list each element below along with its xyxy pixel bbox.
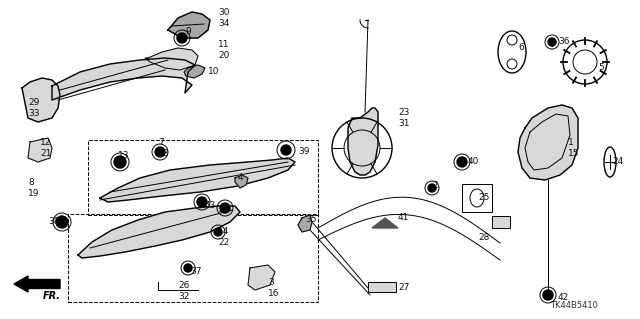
Circle shape <box>177 33 187 43</box>
Circle shape <box>457 157 467 167</box>
Text: 7
18: 7 18 <box>158 138 170 158</box>
Text: 12
21: 12 21 <box>40 138 51 158</box>
Text: 41: 41 <box>398 213 410 222</box>
Text: 35: 35 <box>305 216 317 225</box>
Circle shape <box>114 156 126 168</box>
Bar <box>368 282 396 292</box>
Polygon shape <box>348 108 378 175</box>
Circle shape <box>356 142 368 154</box>
Text: 27: 27 <box>398 284 410 293</box>
Bar <box>88 140 318 215</box>
Polygon shape <box>28 138 52 162</box>
Polygon shape <box>100 158 295 202</box>
FancyArrow shape <box>14 276 60 292</box>
Bar <box>492 216 510 228</box>
Text: 23
31: 23 31 <box>398 108 410 128</box>
Circle shape <box>548 38 556 46</box>
Text: 4: 4 <box>238 174 244 182</box>
Polygon shape <box>235 175 248 188</box>
Text: 6: 6 <box>518 43 524 53</box>
Polygon shape <box>145 48 198 70</box>
Text: 1
15: 1 15 <box>568 138 579 158</box>
Polygon shape <box>518 105 578 180</box>
Polygon shape <box>78 206 240 258</box>
Circle shape <box>220 203 230 213</box>
Circle shape <box>155 147 165 157</box>
Text: 28: 28 <box>478 234 490 242</box>
Text: 11
20: 11 20 <box>218 41 230 60</box>
Text: 3
16: 3 16 <box>268 278 280 298</box>
Text: 10: 10 <box>208 68 220 77</box>
Circle shape <box>428 184 436 192</box>
Text: 29
33: 29 33 <box>28 99 40 117</box>
Text: 39: 39 <box>298 147 310 157</box>
Polygon shape <box>184 65 205 78</box>
Polygon shape <box>168 12 210 38</box>
Text: 26
32: 26 32 <box>178 281 189 300</box>
Polygon shape <box>298 215 312 232</box>
Text: 2: 2 <box>432 181 438 189</box>
Circle shape <box>184 264 192 272</box>
Text: 5: 5 <box>598 63 604 72</box>
Text: 38: 38 <box>48 218 60 226</box>
Polygon shape <box>22 78 60 122</box>
Bar <box>68 214 318 302</box>
Bar <box>462 184 492 212</box>
Circle shape <box>543 290 553 300</box>
Text: 30
34: 30 34 <box>218 9 230 27</box>
Polygon shape <box>248 265 275 290</box>
Text: 25: 25 <box>478 194 490 203</box>
Text: 42: 42 <box>558 293 569 302</box>
Text: 9: 9 <box>185 27 191 36</box>
Polygon shape <box>372 218 398 228</box>
Text: 17: 17 <box>218 205 230 214</box>
Text: TK44B5410: TK44B5410 <box>550 300 598 309</box>
Text: 14
22: 14 22 <box>218 227 229 247</box>
Text: 40: 40 <box>468 158 479 167</box>
Text: FR.: FR. <box>43 291 61 301</box>
Circle shape <box>56 216 68 228</box>
Circle shape <box>197 197 207 207</box>
Text: 36: 36 <box>558 38 570 47</box>
Text: 37: 37 <box>190 266 202 276</box>
Text: 24: 24 <box>612 158 623 167</box>
Circle shape <box>281 145 291 155</box>
Text: 43: 43 <box>205 201 216 210</box>
Text: 8
19: 8 19 <box>28 178 40 197</box>
Text: 13: 13 <box>118 151 129 160</box>
Circle shape <box>214 228 222 236</box>
Polygon shape <box>52 58 195 100</box>
